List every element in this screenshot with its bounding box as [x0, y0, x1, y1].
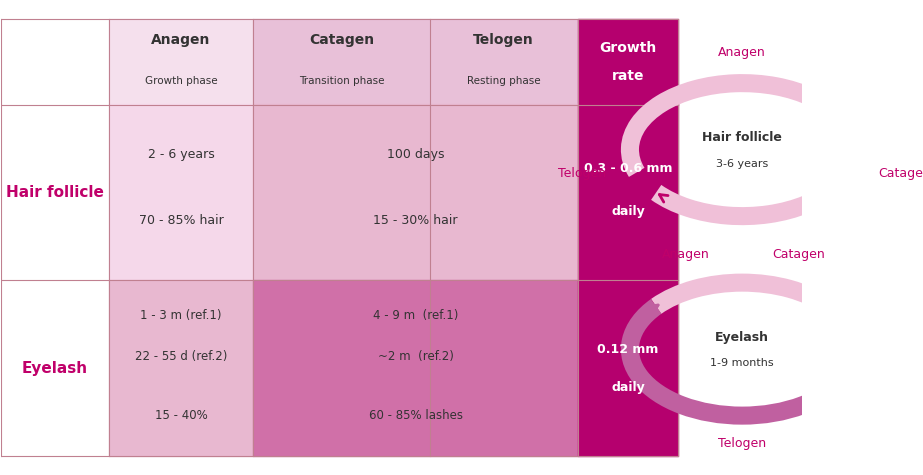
Text: 1-9 months: 1-9 months [711, 358, 774, 369]
Text: Telogen: Telogen [718, 437, 766, 450]
Text: Anagen: Anagen [718, 47, 766, 59]
Bar [109, 104, 253, 280]
Text: Catagen: Catagen [772, 248, 824, 261]
Bar [578, 104, 678, 280]
Text: 2 - 6 years: 2 - 6 years [148, 148, 214, 161]
Text: daily: daily [611, 380, 645, 394]
Text: Hair follicle: Hair follicle [702, 131, 782, 144]
Bar [109, 280, 253, 456]
Text: 100 days: 100 days [387, 148, 444, 161]
Text: 4 - 9 m  (ref.1): 4 - 9 m (ref.1) [373, 309, 458, 323]
Text: 3-6 years: 3-6 years [716, 159, 768, 169]
Text: 0.3 - 0.6 mm: 0.3 - 0.6 mm [583, 162, 672, 175]
Text: Telogen: Telogen [473, 33, 534, 48]
Bar [253, 19, 578, 104]
Bar [253, 104, 578, 280]
Text: Transition phase: Transition phase [299, 76, 384, 86]
Text: Catagen: Catagen [309, 33, 374, 48]
Text: Eyelash: Eyelash [22, 361, 88, 376]
Text: Hair follicle: Hair follicle [6, 185, 103, 200]
Bar [578, 280, 678, 456]
Bar [578, 19, 678, 104]
Text: daily: daily [611, 205, 645, 218]
Text: 60 - 85% lashes: 60 - 85% lashes [368, 409, 462, 422]
Bar [253, 280, 578, 456]
Text: Growth phase: Growth phase [145, 76, 217, 86]
Text: 1 - 3 m (ref.1): 1 - 3 m (ref.1) [140, 309, 222, 323]
Text: Anagen: Anagen [151, 33, 210, 48]
Text: 22 - 55 d (ref.2): 22 - 55 d (ref.2) [135, 350, 227, 363]
Text: Eyelash: Eyelash [715, 331, 769, 344]
Text: Resting phase: Resting phase [467, 76, 541, 86]
Text: Catagen: Catagen [879, 167, 923, 180]
Text: Telogen: Telogen [557, 167, 605, 180]
Text: 15 - 40%: 15 - 40% [155, 409, 208, 422]
Text: rate: rate [612, 69, 644, 83]
Bar [109, 19, 253, 104]
Text: 0.12 mm: 0.12 mm [597, 342, 659, 356]
Text: 70 - 85% hair: 70 - 85% hair [138, 214, 223, 228]
Text: Growth: Growth [599, 40, 656, 55]
Text: Anagen: Anagen [662, 248, 710, 261]
Text: ~2 m  (ref.2): ~2 m (ref.2) [378, 350, 453, 363]
Text: 15 - 30% hair: 15 - 30% hair [373, 214, 458, 228]
